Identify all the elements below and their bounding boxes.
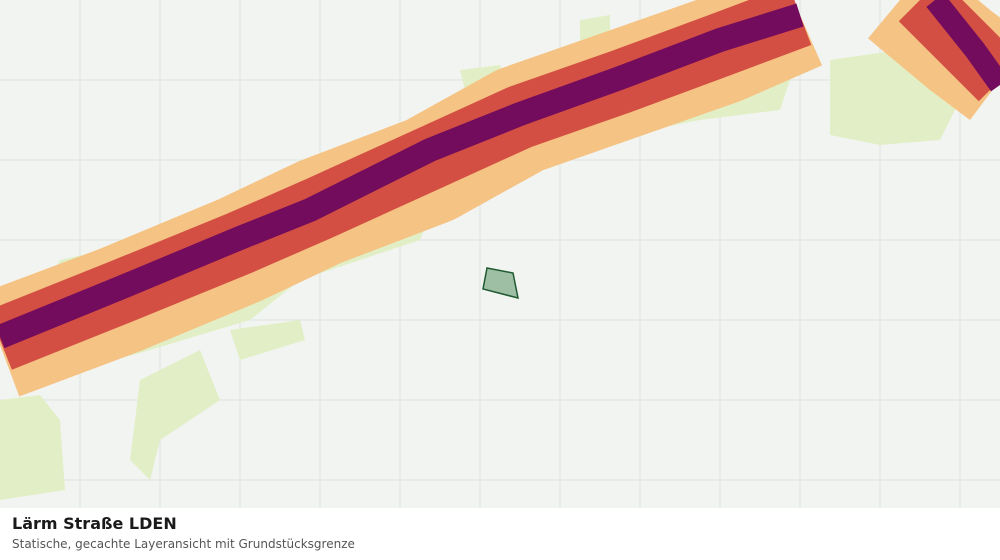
map-caption: Lärm Straße LDEN Statische, gecachte Lay… — [0, 508, 1000, 560]
map-subtitle: Statische, gecachte Layeransicht mit Gru… — [12, 537, 355, 551]
parcel-boundary[interactable] — [482, 267, 519, 300]
map-title: Lärm Straße LDEN — [12, 514, 177, 533]
noise-road-band — [0, 0, 1000, 397]
noise-map[interactable] — [0, 0, 1000, 508]
